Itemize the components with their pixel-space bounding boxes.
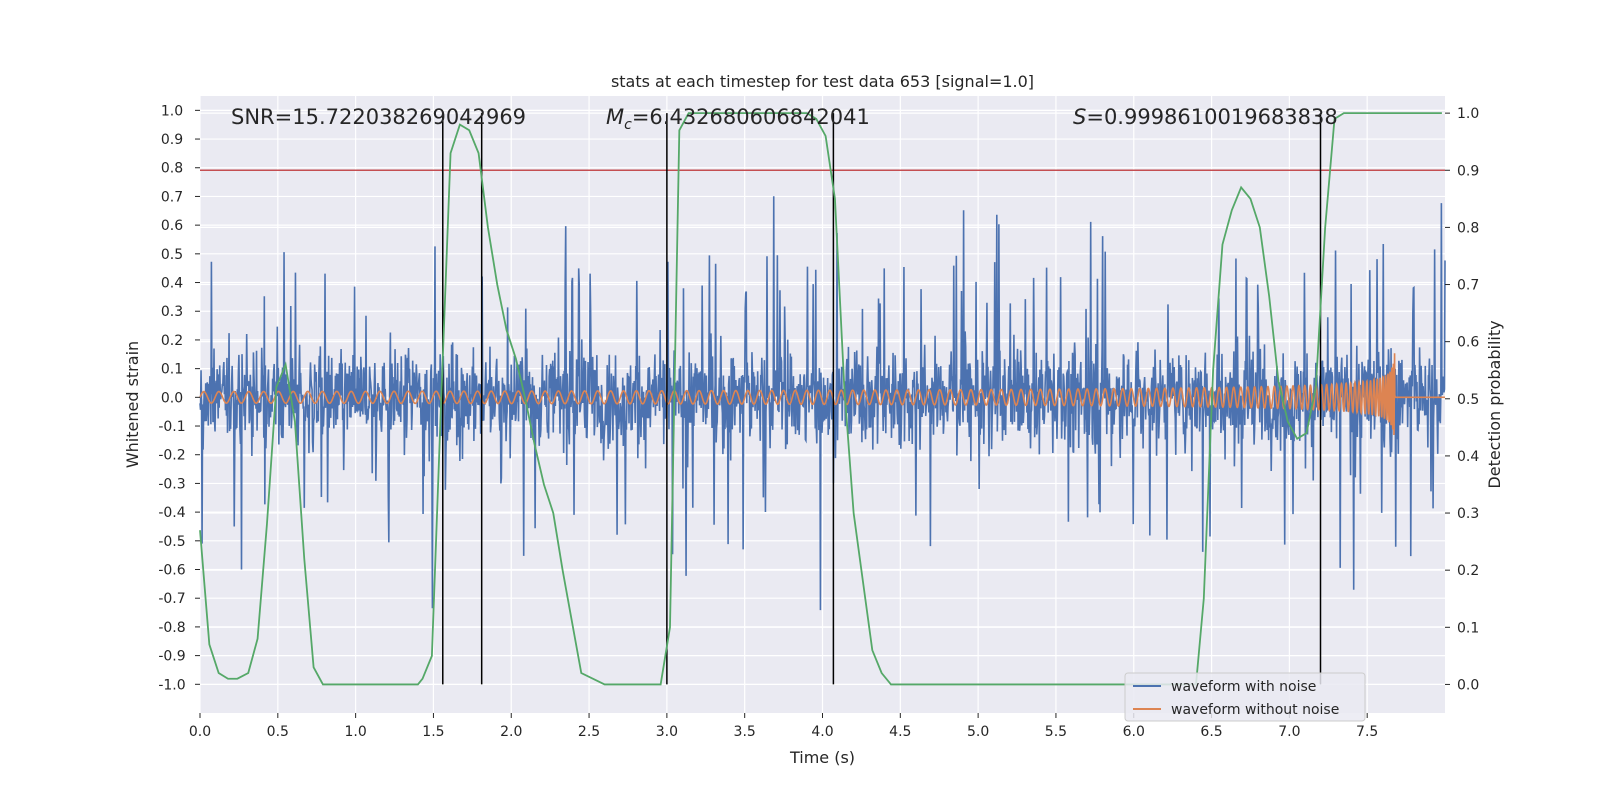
boundary-line-group (442, 113, 1322, 685)
x-tick-label: 0.0 (189, 724, 211, 740)
y-tick-label: 0.1 (161, 362, 183, 378)
y2-axis-label: Detection probability (1485, 320, 1504, 488)
x-tick-label: 0.5 (267, 724, 289, 740)
snr-annotation: SNR=15.722038269042969 (231, 105, 526, 129)
x-axis-label: Time (s) (789, 748, 855, 767)
score-value: =0.9998610019683838 (1086, 105, 1337, 129)
y-tick-label: -0.3 (158, 476, 185, 492)
y-tick-label: -0.6 (158, 563, 185, 579)
waveform-with-noise-series (199, 196, 1446, 611)
y-tick-label: -0.7 (158, 591, 185, 607)
y2-tick-label: 0.2 (1457, 563, 1479, 579)
x-tick-label: 2.0 (500, 724, 522, 740)
y-tick-label: -0.5 (158, 534, 185, 550)
y2-axis-ticks: 1.0 0.9 0.8 0.7 0.6 0.5 0.4 0.3 0.2 0.1 0.0 (1445, 106, 1479, 693)
y2-tick-label: 1.0 (1457, 106, 1479, 122)
y2-tick-label: 0.5 (1457, 392, 1479, 408)
y-tick-label: 0.2 (161, 333, 183, 349)
y-tick-label: 0.3 (161, 304, 183, 320)
waveform-without-noise-series (199, 353, 1445, 435)
y-axis-ticks: 1.0 0.9 0.8 0.7 0.6 0.5 0.4 0.3 0.2 0.1 0.0 -0.1 -0.… (158, 103, 200, 693)
y-tick-label: 0.4 (161, 276, 183, 292)
clean-waveform-line (199, 353, 1445, 435)
y2-tick-label: 0.1 (1457, 620, 1479, 636)
legend-box (1124, 672, 1366, 722)
y-tick-label: 0.9 (161, 132, 183, 148)
y2-tick-label: 0.0 (1457, 677, 1479, 693)
x-tick-label: 4.0 (811, 724, 833, 740)
chirp-mass-annotation: Mc=6.432680606842041 (606, 105, 870, 133)
x-tick-label: 3.0 (656, 724, 678, 740)
y2-tick-label: 0.4 (1457, 449, 1479, 465)
y-tick-label: -1.0 (158, 677, 185, 693)
y-tick-label: 0.8 (161, 161, 183, 177)
x-tick-label: 7.5 (1356, 724, 1378, 740)
chirp-mass-symbol: M (606, 105, 624, 129)
x-tick-label: 2.5 (578, 724, 600, 740)
x-tick-label: 1.0 (344, 724, 366, 740)
x-axis-ticks: 0.0 0.5 1.0 1.5 2.0 2.5 3.0 3.5 4.0 4.5 5.0 5.5 6.0 6… (189, 713, 1378, 740)
score-annotation: S=0.9998610019683838 (1073, 105, 1338, 129)
chart-title: stats at each timestep for test data 653… (611, 72, 1034, 91)
y-tick-label: -0.9 (158, 649, 185, 665)
y-tick-label: -0.4 (158, 505, 185, 521)
y-tick-label: 0.5 (161, 247, 183, 263)
score-symbol: S (1073, 105, 1086, 129)
x-tick-label: 5.5 (1045, 724, 1067, 740)
x-tick-label: 3.5 (734, 724, 756, 740)
x-tick-label: 6.5 (1200, 724, 1222, 740)
y-tick-label: 0.7 (161, 189, 183, 205)
y-tick-label: 0.6 (161, 218, 183, 234)
y2-tick-label: 0.3 (1457, 506, 1479, 522)
y-tick-label: -0.2 (158, 448, 185, 464)
noise-waveform-line (199, 196, 1446, 611)
legend-entry-noise: waveform with noise (1171, 679, 1316, 695)
y-tick-label: 1.0 (161, 103, 183, 119)
x-tick-label: 7.0 (1278, 724, 1300, 740)
y2-tick-label: 0.8 (1457, 220, 1479, 236)
y2-tick-label: 0.7 (1457, 278, 1479, 294)
x-tick-label: 6.0 (1123, 724, 1145, 740)
legend: waveform with noise waveform without noi… (1124, 672, 1366, 722)
chirp-mass-value: =6.432680606842041 (632, 105, 870, 129)
y-tick-label: -0.8 (158, 620, 185, 636)
x-tick-label: 5.0 (967, 724, 989, 740)
x-tick-label: 4.5 (889, 724, 911, 740)
y2-tick-label: 0.6 (1457, 335, 1479, 351)
chirp-mass-subscript: c (624, 117, 632, 133)
y2-tick-label: 0.9 (1457, 163, 1479, 179)
y-tick-label: 0.0 (161, 390, 183, 406)
detection-probability-series (199, 112, 1442, 686)
y-tick-label: -0.1 (158, 419, 185, 435)
legend-entry-clean: waveform without noise (1171, 702, 1339, 718)
probability-line (199, 112, 1442, 686)
y-axis-label: Whitened strain (123, 341, 142, 468)
x-tick-label: 1.5 (422, 724, 444, 740)
